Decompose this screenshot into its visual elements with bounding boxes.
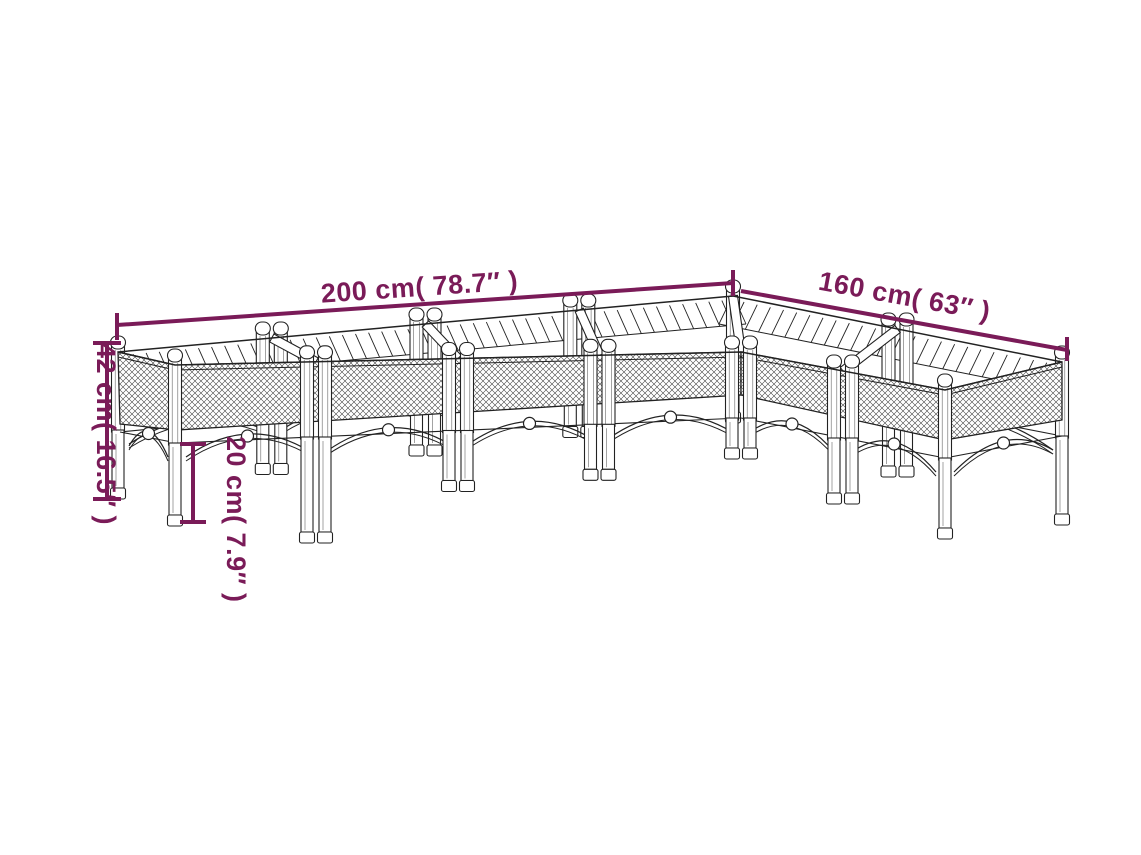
dimension-label-height: 42 cm( 16.5″ ) — [91, 343, 121, 525]
dimension-label-length: 200 cm( 78.7″ ) — [320, 265, 519, 308]
dimension-label-leg-height: 20 cm( 7.9″ ) — [221, 436, 251, 603]
planter-front-structure — [117, 295, 1063, 544]
planter-rattan-panels — [117, 351, 1063, 441]
dimension-line-depth — [740, 289, 1068, 352]
dimension-line-length — [116, 281, 734, 327]
